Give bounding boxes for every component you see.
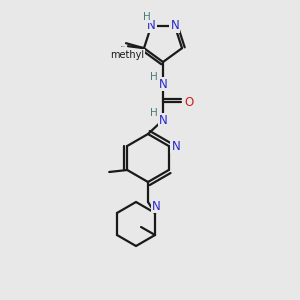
Text: N: N [159,113,167,127]
Text: methyl: methyl [121,46,125,47]
Text: H: H [143,12,151,22]
Text: N: N [170,19,179,32]
Text: N: N [159,77,167,91]
Text: N: N [152,200,161,212]
Text: methyl: methyl [110,50,144,60]
Text: N: N [171,140,180,152]
Text: O: O [184,95,194,109]
Text: H: H [150,108,158,118]
Text: N: N [147,19,156,32]
Text: H: H [150,72,158,82]
